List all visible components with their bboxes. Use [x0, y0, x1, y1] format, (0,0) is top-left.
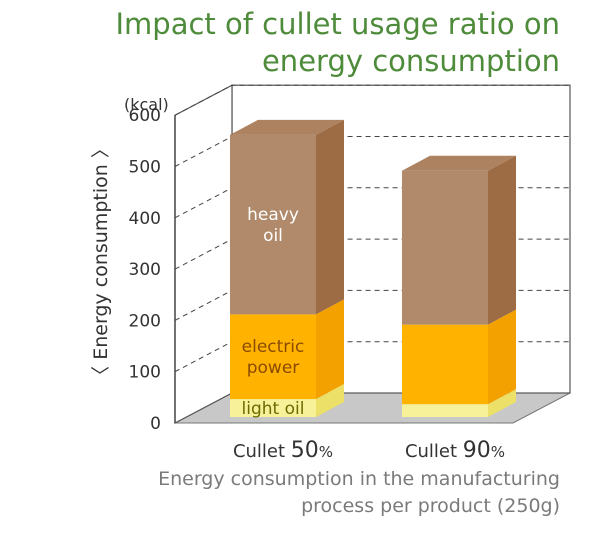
bar-top — [230, 119, 344, 135]
bar-segment — [402, 170, 488, 325]
chart-title-line-1: Impact of cullet usage ratio on — [115, 7, 561, 41]
y-unit-label: (kcal) — [124, 95, 169, 114]
segment-label: light oil — [242, 399, 305, 419]
x-category-label: Cullet 50% — [233, 438, 333, 463]
bar-segment — [402, 324, 488, 405]
chart-caption-line-2: process per product (250g) — [301, 495, 560, 517]
segment-label: heavy — [247, 205, 299, 225]
y-tick-label: 300 — [129, 260, 161, 280]
segment-label: oil — [263, 226, 283, 246]
chart-title: Impact of cullet usage ratio on energy c… — [116, 6, 561, 80]
y-tick-label: 600 — [129, 106, 161, 126]
y-tick-label: 200 — [129, 311, 161, 331]
segment-label: electric — [242, 337, 305, 357]
bar-segment-side — [488, 389, 516, 417]
bar-segment — [230, 399, 316, 417]
y-tick-label: 0 — [150, 414, 161, 434]
y-tick-label: 500 — [129, 158, 161, 178]
bar-segment-side — [488, 155, 516, 325]
gridline — [174, 84, 570, 116]
bar-top — [402, 155, 516, 171]
chart-title-line-2: energy consumption — [261, 44, 560, 78]
x-category-label: Cullet 90% — [405, 438, 505, 463]
bar-segment — [230, 314, 316, 400]
chart-left-wall — [174, 84, 233, 424]
bar-segment — [230, 134, 316, 315]
y-tick-label: 400 — [129, 209, 161, 229]
y-tick-label: 100 — [129, 363, 161, 383]
chart-caption-line-1: Energy consumption in the manufacturing — [158, 468, 560, 490]
bar-segment-side — [316, 299, 344, 400]
bar-segment-side — [316, 119, 344, 315]
bar-segment — [402, 404, 488, 417]
bar-segment-side — [316, 384, 344, 417]
bar-segment-side — [488, 309, 516, 405]
segment-label: power — [247, 358, 300, 378]
chart-caption: Energy consumption in the manufacturing … — [158, 466, 560, 520]
y-axis-label: 〈 Energy consumption 〉 — [90, 139, 112, 385]
